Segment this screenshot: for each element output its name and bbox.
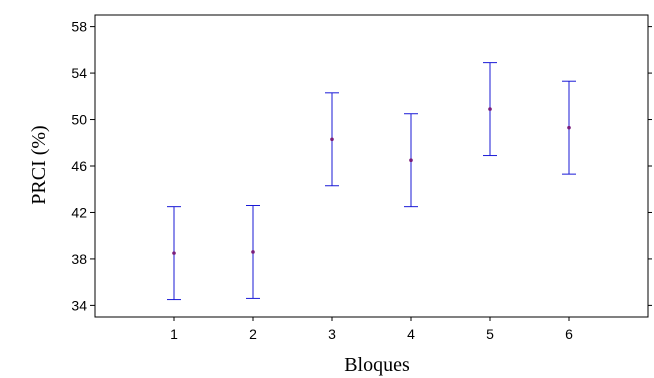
x-tick-label: 4: [407, 326, 415, 342]
y-tick-label: 54: [71, 65, 87, 81]
mean-point: [488, 107, 492, 111]
mean-point: [251, 250, 255, 254]
x-axis-title: Bloques: [344, 354, 410, 376]
x-tick-label: 2: [249, 326, 257, 342]
mean-point: [330, 137, 334, 142]
plot-border: [94, 14, 649, 318]
series: [167, 62, 576, 301]
x-tick-label: 1: [170, 326, 178, 342]
y-axis: 34 38 42 46 50 54 58: [71, 19, 652, 313]
mean-point: [409, 158, 413, 162]
y-tick-label: 42: [71, 204, 87, 220]
x-tick-label: 3: [328, 326, 336, 342]
y-tick-label: 58: [71, 19, 87, 35]
y-tick-label: 38: [71, 251, 87, 267]
plot-frame: [94, 14, 649, 318]
x-axis: 1 2 3 4 5 6: [170, 317, 573, 342]
mean-point: [172, 251, 176, 255]
mean-point: [567, 125, 571, 130]
x-tick-label: 6: [565, 326, 573, 342]
x-tick-label: 5: [486, 326, 494, 342]
y-axis-title: PRCI (%): [28, 125, 50, 204]
y-tick-label: 46: [71, 158, 87, 174]
y-tick-label: 50: [71, 112, 87, 128]
y-tick-label: 34: [71, 297, 87, 313]
